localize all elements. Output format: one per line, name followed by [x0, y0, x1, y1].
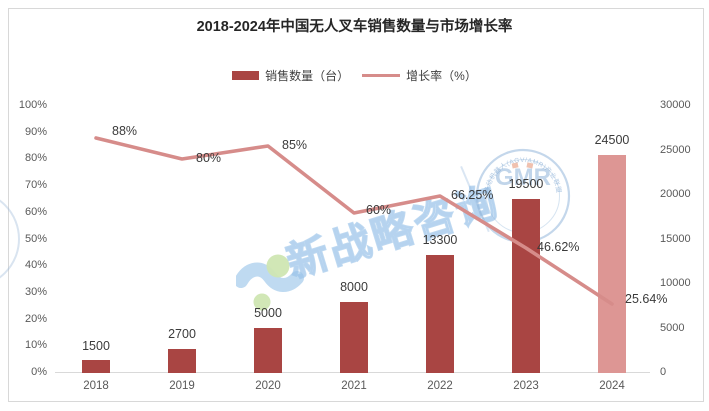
- growth-label: 60%: [366, 203, 392, 217]
- legend-item-growth: 增长率（%）: [362, 67, 477, 84]
- bar-2018: [82, 360, 110, 373]
- legend-label-sales: 销售数量（台）: [265, 69, 350, 83]
- right-axis-tick: 30000: [660, 99, 691, 111]
- chart-title: 2018-2024年中国无人叉车销售数量与市场增长率: [196, 19, 513, 35]
- x-tick-2018: 2018: [83, 380, 109, 392]
- growth-label: 25.64%: [625, 292, 668, 306]
- right-axis-tick: 20000: [660, 188, 691, 200]
- x-tick-2023: 2023: [513, 380, 539, 392]
- bar-value-label: 13300: [422, 233, 458, 247]
- growth-label: 80%: [196, 151, 222, 165]
- line-series-swatch: [362, 74, 401, 77]
- left-axis-tick: 100%: [18, 99, 47, 111]
- left-axis-tick: 70%: [24, 179, 47, 191]
- left-axis-tick: 50%: [24, 233, 47, 245]
- bar-2019: [168, 349, 196, 373]
- left-axis-tick: 80%: [24, 152, 47, 164]
- right-axis-tick: 0: [660, 366, 667, 378]
- bar-value-label: 8000: [340, 280, 368, 294]
- legend: 销售数量（台） 增长率（%）: [0, 67, 709, 84]
- left-axis-tick: 90%: [24, 126, 47, 138]
- left-axis-tick: 40%: [24, 259, 47, 271]
- bar-2024: [598, 155, 626, 373]
- left-axis-tick: 0%: [31, 366, 47, 378]
- x-tick-2020: 2020: [255, 380, 281, 392]
- bar-2023: [512, 199, 540, 373]
- bar-series-swatch: [232, 71, 260, 80]
- x-tick-2021: 2021: [341, 380, 367, 392]
- left-axis-tick: 10%: [24, 339, 47, 351]
- bar-value-label: 2700: [168, 327, 196, 341]
- legend-label-growth: 增长率（%）: [406, 69, 477, 83]
- right-axis-tick: 5000: [660, 322, 685, 334]
- x-tick-2024: 2024: [599, 380, 625, 392]
- left-axis-tick: 60%: [24, 206, 47, 218]
- bar-2021: [340, 302, 368, 373]
- left-axis-tick: 30%: [24, 286, 47, 298]
- right-axis-tick: 10000: [660, 277, 691, 289]
- left-axis-tick: 20%: [24, 313, 47, 325]
- bar-2020: [254, 328, 282, 373]
- bar-value-label: 5000: [254, 306, 282, 320]
- growth-label: 88%: [112, 124, 138, 138]
- right-axis-tick: 15000: [660, 233, 691, 245]
- growth-label: 66.25%: [451, 188, 494, 202]
- bar-value-label: 19500: [508, 177, 544, 191]
- bar-value-label: 1500: [82, 339, 110, 353]
- bar-2022: [426, 255, 454, 373]
- x-tick-2022: 2022: [427, 380, 453, 392]
- growth-label: 85%: [282, 138, 308, 152]
- bar-value-label: 24500: [594, 133, 630, 147]
- x-tick-2019: 2019: [169, 380, 195, 392]
- growth-label: 46.62%: [537, 240, 580, 254]
- right-axis-tick: 25000: [660, 144, 691, 156]
- legend-item-sales: 销售数量（台）: [232, 67, 349, 84]
